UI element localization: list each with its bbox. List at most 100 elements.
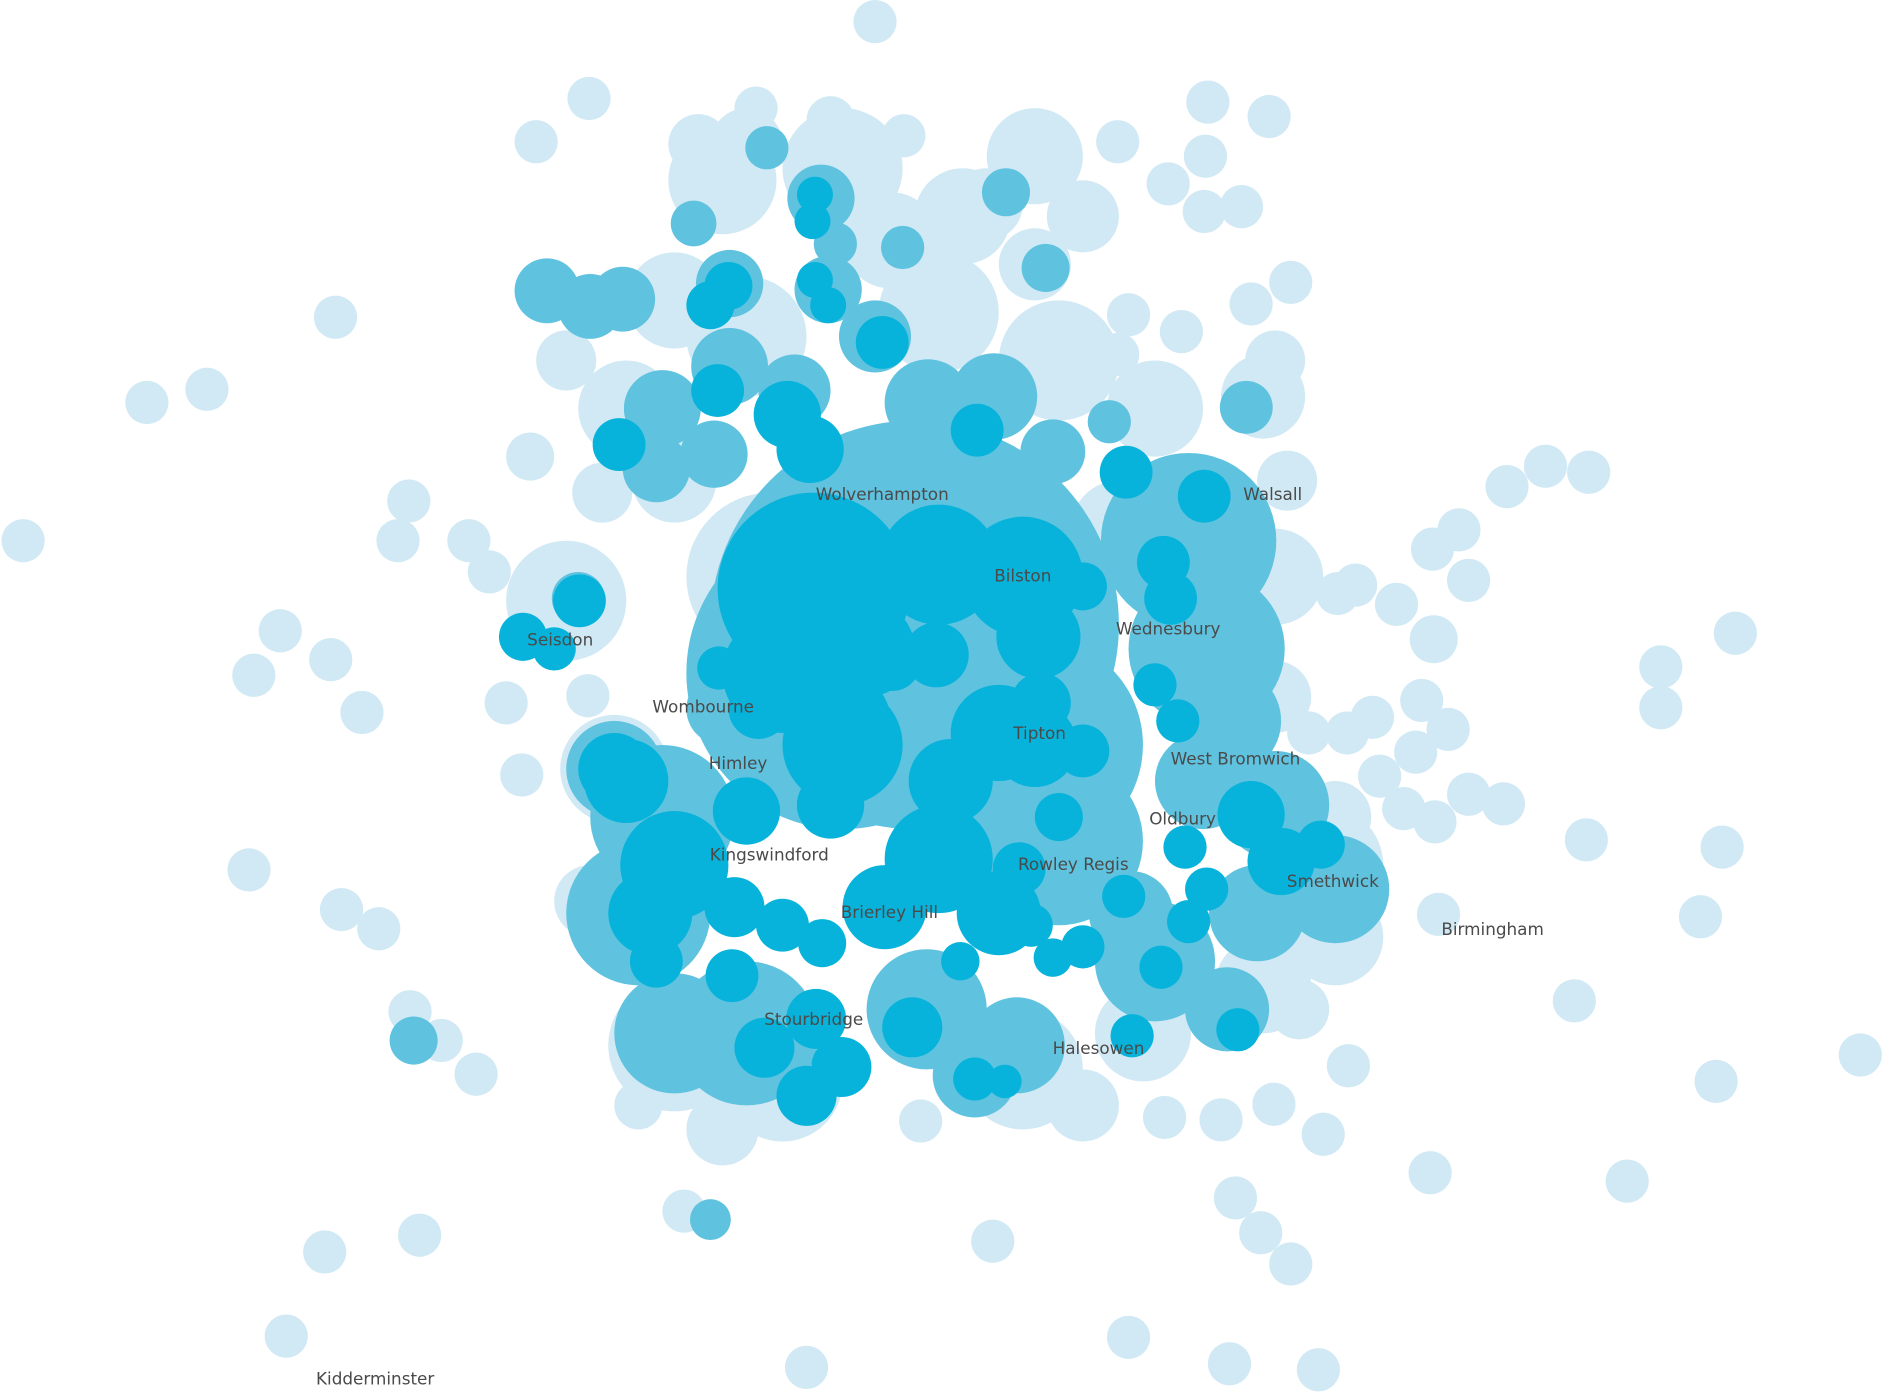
coverage-circle xyxy=(1269,1242,1313,1286)
coverage-circle xyxy=(776,415,844,484)
coverage-circle xyxy=(1021,243,1070,292)
coverage-circle xyxy=(264,1314,308,1358)
coverage-circle xyxy=(572,462,633,523)
coverage-circle xyxy=(1446,772,1491,816)
coverage-circle xyxy=(1099,445,1153,499)
coverage-circle xyxy=(1409,615,1458,664)
coverage-circle xyxy=(981,168,1031,217)
coverage-circle xyxy=(484,681,528,725)
coverage-circle xyxy=(454,1052,498,1096)
coverage-circle xyxy=(232,653,276,697)
coverage-circle xyxy=(1374,582,1419,627)
coverage-circle xyxy=(1213,1176,1258,1220)
coverage-circle xyxy=(592,418,646,472)
coverage-circle xyxy=(608,871,693,956)
coverage-circle xyxy=(882,997,943,1058)
coverage-circle xyxy=(1034,793,1083,842)
coverage-circle xyxy=(590,266,656,332)
coverage-circle xyxy=(971,1219,1015,1263)
place-label: Seisdon xyxy=(527,629,593,649)
coverage-circle xyxy=(1410,527,1455,571)
coverage-circle xyxy=(1296,1348,1341,1392)
coverage-circle xyxy=(1257,450,1318,511)
coverage-circle xyxy=(1394,730,1438,774)
place-label: Himley xyxy=(709,753,768,773)
coverage-circle xyxy=(855,316,909,369)
coverage-circle xyxy=(536,330,597,391)
coverage-circle xyxy=(1207,1342,1252,1386)
coverage-circle xyxy=(629,934,683,988)
coverage-circle xyxy=(389,1016,438,1065)
coverage-circle xyxy=(794,203,831,240)
place-label: Kingswindford xyxy=(710,845,829,865)
coverage-circle xyxy=(1245,330,1306,391)
coverage-circle xyxy=(1408,1151,1452,1195)
coverage-circle xyxy=(712,777,781,845)
coverage-circle xyxy=(397,1213,442,1257)
place-label: Wombourne xyxy=(652,697,754,717)
coverage-circle xyxy=(686,1093,759,1166)
coverage-circle xyxy=(1106,293,1151,337)
coverage-circle xyxy=(1229,282,1273,326)
coverage-circle xyxy=(1110,1014,1154,1058)
coverage-circle xyxy=(578,732,651,806)
coverage-circle xyxy=(1185,867,1229,911)
coverage-circle xyxy=(1106,360,1204,457)
place-label: Tipton xyxy=(1012,723,1066,743)
coverage-circle xyxy=(1694,1059,1738,1104)
coverage-circle xyxy=(185,367,229,411)
coverage-circle xyxy=(818,600,915,697)
place-labels: Wolverhampton Walsall Bilston Wednesbury Sei… xyxy=(316,484,1544,1388)
coverage-circle xyxy=(1046,1069,1119,1142)
coverage-circle xyxy=(996,594,1081,679)
coverage-circle xyxy=(992,842,1046,896)
place-label: Walsall xyxy=(1243,484,1302,504)
coverage-circle xyxy=(853,0,897,44)
coverage-circle xyxy=(387,479,431,523)
coverage-circle xyxy=(1183,134,1228,178)
coverage-circle xyxy=(798,919,847,968)
coverage-circle xyxy=(705,949,759,1003)
coverage-circle xyxy=(1315,571,1360,616)
coverage-circle xyxy=(1326,1044,1371,1088)
coverage-circle xyxy=(784,1345,829,1389)
coverage-circle xyxy=(796,176,833,213)
coverage-circle xyxy=(1159,310,1204,354)
coverage-circle xyxy=(1102,874,1146,918)
coverage-circle xyxy=(313,295,358,339)
coverage-circle xyxy=(881,225,925,270)
coverage-circle xyxy=(1296,820,1345,869)
coverage-circle xyxy=(227,848,271,892)
coverage-circle xyxy=(1219,380,1273,434)
coverage-circle xyxy=(728,678,789,739)
coverage-circle xyxy=(552,574,606,628)
place-label: Halesowen xyxy=(1053,1038,1145,1058)
place-label: Bilston xyxy=(994,566,1051,586)
place-label: Kidderminster xyxy=(316,1368,434,1388)
coverage-circle xyxy=(1156,699,1200,743)
coverage-circle xyxy=(303,1230,347,1274)
place-label: Stourbridge xyxy=(764,1009,863,1029)
coverage-circle xyxy=(953,1057,997,1101)
coverage-circle xyxy=(1678,895,1723,939)
coverage-circle xyxy=(697,646,741,690)
coverage-circle xyxy=(506,432,555,481)
coverage-circle xyxy=(1056,724,1110,778)
coverage-circle xyxy=(258,609,302,653)
coverage-circle xyxy=(806,96,855,145)
inner-coverage xyxy=(498,176,1345,1126)
coverage-circle xyxy=(1163,825,1207,869)
coverage-circle xyxy=(810,287,847,324)
coverage-circle xyxy=(689,1199,731,1240)
place-label: West Bromwich xyxy=(1171,748,1301,768)
coverage-circle xyxy=(1838,1033,1882,1077)
coverage-circle xyxy=(680,420,748,488)
coverage-circle xyxy=(1567,450,1611,494)
coverage-circle xyxy=(125,380,169,425)
coverage-circle xyxy=(987,1064,1022,1099)
coverage-circle xyxy=(1552,979,1596,1023)
coverage-circle xyxy=(1139,945,1183,989)
coverage-circle xyxy=(1416,892,1461,937)
coverage-circle xyxy=(1239,1211,1283,1255)
